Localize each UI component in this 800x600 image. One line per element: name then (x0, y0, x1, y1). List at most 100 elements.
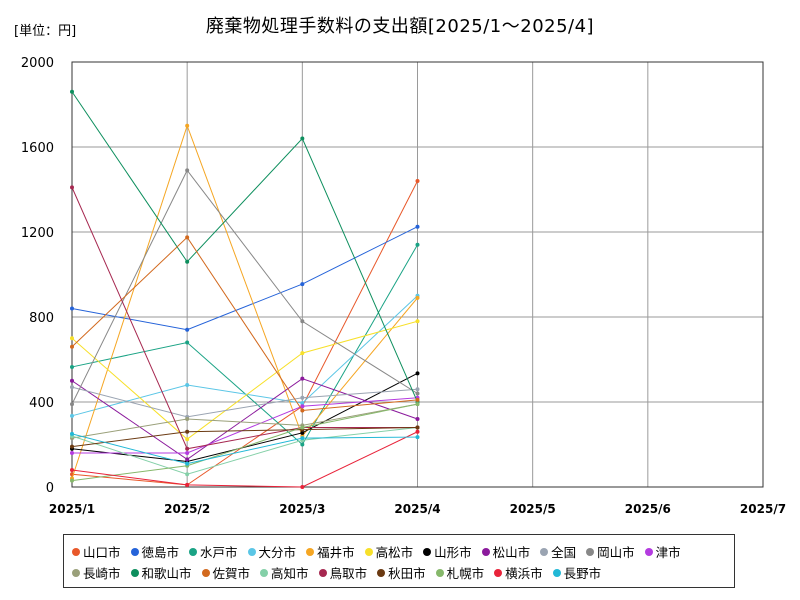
data-point (415, 319, 420, 324)
data-point (70, 185, 74, 190)
series-lines (70, 89, 420, 489)
legend-item: 和歌山市 (130, 563, 192, 582)
data-point (300, 485, 305, 489)
data-point (415, 435, 420, 440)
legend-item: 大分市 (247, 542, 297, 561)
series-line (71, 378, 418, 460)
chart-title: 廃棄物処理手数料の支出額[2025/1～2025/4] (205, 16, 595, 37)
data-point (415, 425, 420, 430)
data-point (185, 461, 190, 466)
legend-item: 岡山市 (586, 542, 635, 561)
legend-label: 徳島市 (141, 545, 180, 560)
legend-marker-icon (586, 547, 595, 556)
data-point (70, 478, 74, 483)
legend-marker-icon (494, 568, 503, 577)
y-axis-tick-labels: 0 400 800 1200 1600 2000 (21, 56, 54, 496)
series-line (71, 320, 418, 440)
data-point (70, 451, 74, 455)
y-tick-label: 800 (29, 311, 54, 326)
legend-marker-icon (189, 547, 198, 556)
data-point (70, 306, 74, 311)
legend-marker-icon (481, 547, 490, 556)
series-大分市 (70, 293, 420, 418)
data-point (300, 436, 305, 441)
x-tick-label: 2025/1 (49, 502, 95, 516)
y-tick-label: 2000 (21, 56, 54, 71)
x-tick-label: 2025/3 (279, 502, 325, 516)
series-札幌市 (70, 402, 420, 483)
legend-row: 長崎市 和歌山市 佐賀市 高知市 鳥取市 秋田市 札幌市 横浜市 長野市 (72, 562, 726, 583)
data-point (185, 340, 190, 345)
series-line (71, 431, 418, 488)
legend-item: 秋田市 (377, 563, 426, 582)
data-point (185, 482, 190, 487)
series-line (71, 403, 418, 439)
legend-marker-icon (72, 568, 80, 577)
axes (71, 61, 764, 488)
series-line (71, 91, 418, 403)
data-point (300, 395, 305, 400)
legend-item: 長野市 (552, 563, 601, 582)
x-tick-label: 2025/4 (394, 502, 440, 516)
legend-item: 高松市 (364, 542, 414, 561)
series-佐賀市 (70, 235, 420, 413)
legend-item: 山口市 (72, 542, 121, 561)
legend-marker-icon (377, 568, 386, 577)
legend-label: 横浜市 (505, 566, 543, 581)
legend-label: 岡山市 (597, 545, 635, 560)
series-line (71, 433, 418, 465)
legend-label: 大分市 (258, 545, 297, 560)
series-和歌山市 (70, 89, 420, 404)
legend-label: 松山市 (492, 545, 531, 560)
data-point (185, 446, 190, 451)
data-point (300, 430, 305, 435)
series-line (71, 372, 418, 463)
y-tick-label: 400 (29, 396, 54, 411)
series-秋田市 (70, 425, 420, 449)
data-point (415, 371, 420, 376)
series-line (71, 403, 418, 482)
legend-label: 佐賀市 (212, 566, 251, 581)
legend-marker-icon (201, 568, 210, 577)
legend-label: 高知市 (271, 566, 309, 581)
legend-label: 高松市 (375, 545, 414, 560)
series-山形市 (70, 371, 420, 464)
series-岡山市 (70, 168, 420, 407)
data-point (70, 468, 74, 472)
legend-item: 津市 (644, 542, 681, 561)
legend-marker-icon (540, 547, 549, 556)
legend-row: 山口市 徳島市 水戸市 大分市 福井市 高松市 山形市 松山市 全国 岡山市 津市 (72, 541, 726, 562)
y-tick-label: 1200 (21, 226, 54, 241)
data-point (415, 242, 420, 247)
series-line (71, 427, 418, 448)
legend-item: 鳥取市 (318, 563, 367, 582)
legend-item: 福井市 (306, 542, 355, 561)
data-point (300, 401, 305, 406)
legend-item: 全国 (540, 542, 576, 561)
data-point (415, 179, 420, 183)
data-point (185, 472, 190, 477)
legend-label: 福井市 (317, 545, 355, 560)
data-point (185, 451, 190, 455)
legend-marker-icon (552, 568, 561, 577)
data-point (70, 336, 74, 341)
series-line (71, 295, 418, 417)
legend-marker-icon (318, 568, 327, 577)
legend-item: 松山市 (481, 542, 531, 561)
series-高松市 (70, 319, 420, 442)
legend-label: 山形市 (434, 545, 472, 560)
legend-marker-icon (644, 547, 653, 556)
series-line (71, 180, 418, 486)
x-tick-label: 2025/7 (740, 502, 786, 516)
y-tick-label: 0 (46, 481, 54, 496)
data-point (300, 282, 305, 287)
legend-marker-icon (423, 547, 432, 556)
data-point (185, 437, 190, 442)
data-point (70, 413, 74, 418)
legend-item: 長崎市 (72, 563, 121, 582)
data-point (70, 402, 74, 407)
legend-item: 横浜市 (494, 563, 543, 582)
series-水戸市 (70, 242, 420, 447)
x-axis-tick-labels: 2025/1 2025/2 2025/3 2025/4 2025/5 2025/6 2025… (49, 502, 786, 516)
